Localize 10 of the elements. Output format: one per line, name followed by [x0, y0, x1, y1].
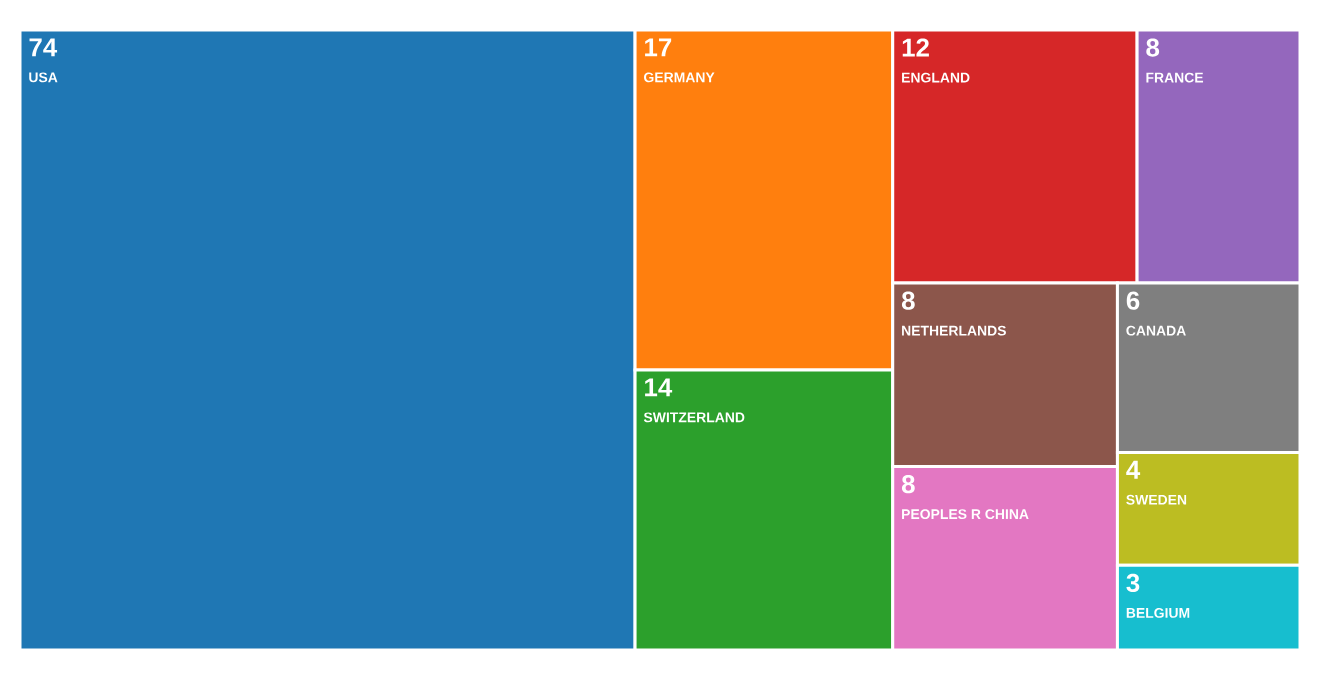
data-label: 3: [1126, 573, 1140, 593]
data-label: 17: [645, 38, 672, 57]
data-label: 4: [1126, 460, 1141, 479]
data-label: 74: [29, 38, 58, 57]
data-label: 12: [902, 38, 929, 57]
data-label: 6: [1126, 291, 1140, 310]
data-label: 14: [645, 378, 673, 397]
data-label: 8: [1146, 38, 1160, 57]
data-label: 8: [901, 291, 915, 310]
data-label: 8: [901, 474, 915, 494]
